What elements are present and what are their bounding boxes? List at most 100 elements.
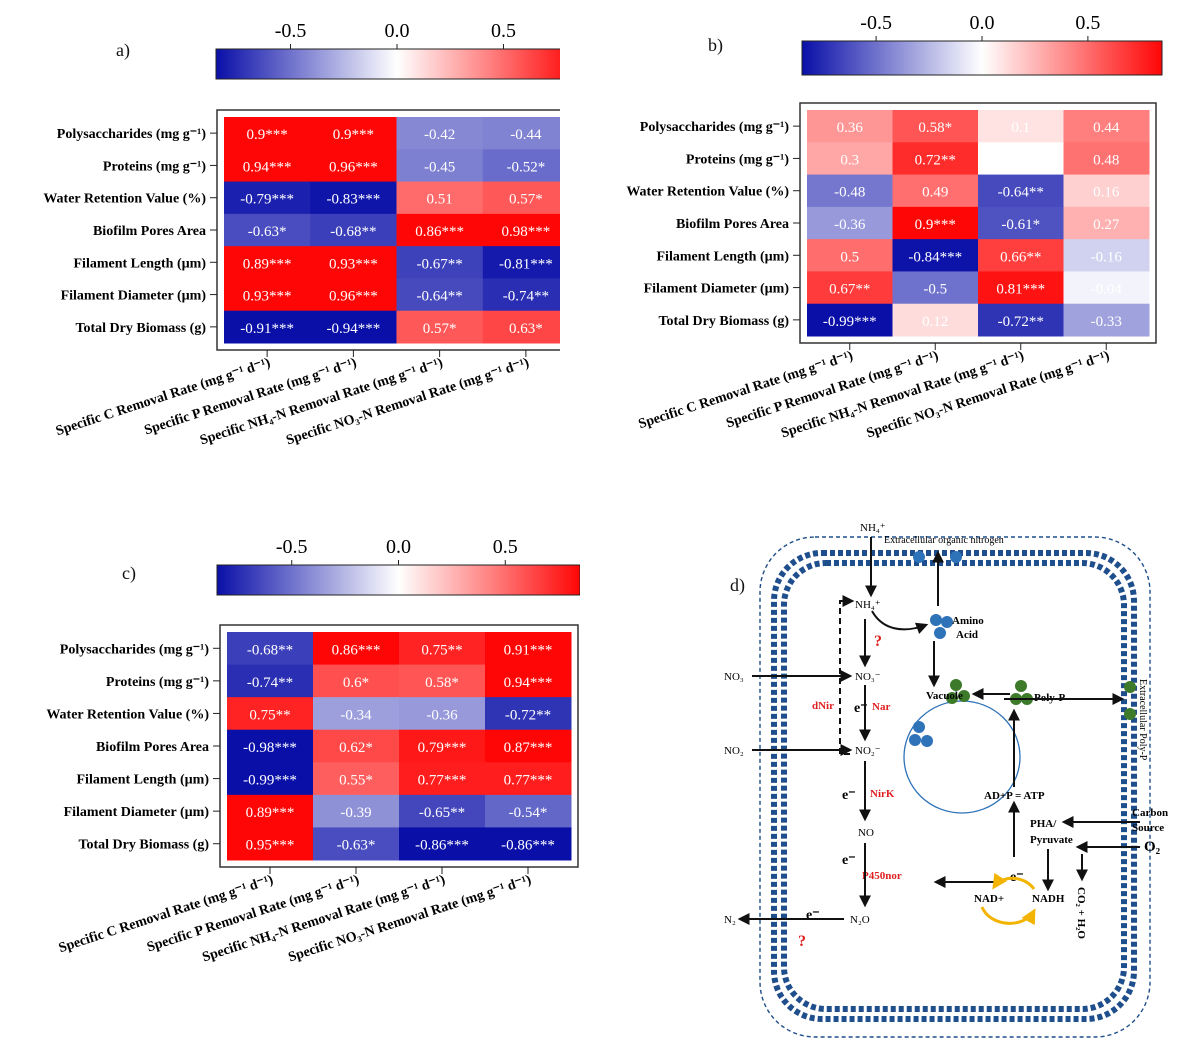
nh4-inside: NH₄⁺ <box>855 599 881 611</box>
amino-acid-dot <box>934 627 946 639</box>
heatmap-cell <box>1063 110 1150 143</box>
heatmap-cell <box>485 794 572 828</box>
atp-label: AD+P = ATP <box>984 790 1045 802</box>
heatmap-cell <box>396 149 484 183</box>
colorbar-tick-label: 0.5 <box>1075 12 1100 34</box>
heatmap-cell <box>399 697 486 731</box>
no-label: NO <box>858 827 874 839</box>
heatmap-cell <box>807 142 893 176</box>
heatmap-cell <box>396 246 484 279</box>
heatmap-c: -0.5 0.0 0.5 -0.68** 0.86*** 0.75** 0.91*** Pol… <box>46 536 580 965</box>
cell-value-label: -0.36 <box>426 707 458 723</box>
cell-value-label: 0.79*** <box>418 740 467 756</box>
cell-value-label: 0.95*** <box>246 838 295 854</box>
heatmap-cell <box>313 632 400 666</box>
row-label: Biofilm Pores Area <box>676 217 789 232</box>
heatmap-cell <box>310 278 397 312</box>
colorbar-tick-label: 0.0 <box>970 12 995 34</box>
cell-value-label: -0.91*** <box>240 321 294 337</box>
o2-label: O₂ <box>1144 839 1161 855</box>
cell-value-label: 0.86*** <box>415 224 464 240</box>
cell-value-label: 0.5 <box>840 249 859 265</box>
vacuole-blue-dot <box>913 721 925 733</box>
heatmap-cell <box>978 110 1064 143</box>
cell-value-label: -0.84*** <box>908 249 962 265</box>
carbon-source-label: Carbon <box>1132 807 1168 819</box>
question-mark-2: ? <box>798 933 806 950</box>
row-label: Polysaccharides (mg g⁻¹) <box>60 642 210 657</box>
heatmap-a: -0.5 0.0 0.5 0.9*** 0.9*** -0.42 -0.44 Polysacc… <box>43 20 560 448</box>
colorbar <box>801 40 1163 76</box>
row-label: Proteins (mg g⁻¹) <box>106 675 209 690</box>
heatmap-cell <box>892 239 979 272</box>
cell-value-label: -0.99*** <box>243 773 297 789</box>
heatmap-cell <box>485 697 572 731</box>
amino-acid-dot <box>930 614 942 626</box>
extracellular-n-dot <box>950 551 962 563</box>
row-label: Filament Diameter (µm) <box>64 805 210 820</box>
heatmap-cell <box>310 149 397 183</box>
pyruvate-label: Pyruvate <box>1030 834 1073 846</box>
cell-value-label: -0.48 <box>834 185 865 201</box>
heatmap-cell <box>396 278 484 312</box>
row-label: Filament Length (µm) <box>77 773 210 788</box>
cell-value-label: 0.98*** <box>502 224 551 240</box>
cell-value-label: -0.79*** <box>240 192 294 208</box>
cell-value-label: 0.93*** <box>329 256 378 272</box>
heatmap-cell <box>892 303 979 337</box>
no3-outside: NO₃ <box>724 671 744 683</box>
cell-value-label: -0.74** <box>247 675 293 691</box>
heatmap-cell <box>310 213 397 247</box>
cell-value-label: -0.72** <box>505 707 551 723</box>
heatmap-cell <box>1063 239 1150 272</box>
n2o-label: N₂O <box>850 914 870 926</box>
heatmap-cell <box>482 213 560 247</box>
cell-value-label: 0.87*** <box>504 740 553 756</box>
heatmap-cell <box>224 149 311 183</box>
row-label: Water Retention Value (%) <box>46 707 209 722</box>
heatmap-cell <box>892 110 979 143</box>
dnir-label: dNir <box>812 700 834 712</box>
no2-outside: NO₂ <box>724 745 744 757</box>
row-label: Filament Diameter (µm) <box>644 282 790 297</box>
heatmap-cell <box>978 174 1064 208</box>
cell-value-label: 0.77*** <box>504 773 553 789</box>
heatmap-cell <box>224 117 311 150</box>
cell-value-label: -0.74** <box>503 289 549 305</box>
cell-value-label: -0.61* <box>1001 217 1040 233</box>
cell-value-label: 0.36 <box>837 120 864 136</box>
cell-value-label: -0.64** <box>998 185 1044 201</box>
vacuole-green-dot <box>958 690 970 702</box>
vacuole-label: Vacuole <box>926 690 963 702</box>
heatmap-cell <box>310 310 397 344</box>
row-label: Total Dry Biomass (g) <box>75 321 206 336</box>
cell-value-label: 0.62* <box>339 740 373 756</box>
cell-value-label: 0.86*** <box>332 642 381 658</box>
cell-value-label: 0.9*** <box>247 127 288 143</box>
cell-value-label: -0.99*** <box>823 314 877 330</box>
colorbar-tick-label: 0.5 <box>491 20 516 42</box>
vacuole-green-dot <box>950 679 962 691</box>
cell-value-label: -0.63* <box>337 838 376 854</box>
cell-value-label: 0.81*** <box>996 282 1045 298</box>
panel-d-label: d) <box>730 575 745 595</box>
heatmap-cell <box>399 729 486 763</box>
pathway-diagram: Extracellular organic nitrogen Amino Aci… <box>724 522 1168 1038</box>
heatmap-cell <box>485 762 572 796</box>
cell-value-label: -0.44 <box>510 127 542 143</box>
heatmap-cell <box>892 206 979 240</box>
vacuole-blue-dot <box>909 734 921 746</box>
heatmap-cell <box>227 664 314 698</box>
amino-acid-dot <box>941 616 953 628</box>
heatmap-cell <box>482 117 560 150</box>
row-label: Biofilm Pores Area <box>93 224 206 239</box>
heatmap-cell <box>224 213 311 247</box>
cell-value-label: -0.86*** <box>501 838 555 854</box>
heatmap-cell <box>807 206 893 240</box>
cell-value-label: 0.3 <box>840 152 859 168</box>
heatmap-cell <box>1063 174 1150 208</box>
heatmap-cell <box>396 117 484 150</box>
cell-value-label: 0.48 <box>1093 152 1119 168</box>
cell-value-label: -0.04 <box>1091 282 1123 298</box>
cell-value-label: 0.96*** <box>329 159 378 175</box>
